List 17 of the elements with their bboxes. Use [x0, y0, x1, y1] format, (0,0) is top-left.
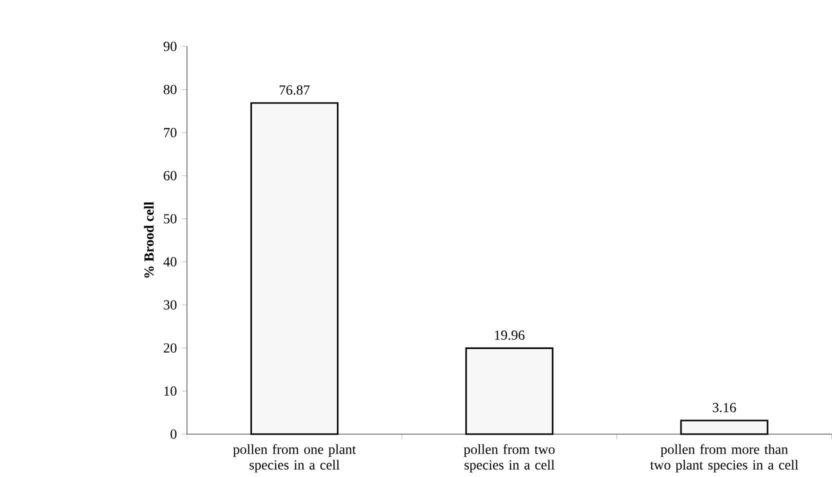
y-axis-title: % Brood cell: [144, 202, 154, 278]
y-tick-label: 90: [164, 42, 176, 52]
y-tick-label: 50: [164, 214, 176, 224]
y-tick-label: 80: [164, 84, 176, 94]
y-tick-label: 70: [164, 128, 176, 138]
x-tick-label: pollen from two species in a cell: [464, 444, 555, 472]
y-tick-label: 0: [170, 429, 176, 439]
data-label: 19.96: [495, 330, 525, 340]
data-label: 76.87: [280, 85, 310, 95]
y-tick-label: 20: [164, 343, 176, 353]
data-label: 3.16: [712, 402, 736, 412]
y-tick-label: 30: [164, 300, 176, 310]
x-tick-label: pollen from more than two plant species in a cell: [650, 444, 798, 472]
y-tick-label: 40: [163, 257, 176, 266]
x-tick-label: pollen from one plant species in a cell: [233, 444, 356, 472]
y-tick-label: 60: [164, 171, 176, 180]
y-tick-label: 10: [164, 386, 176, 396]
